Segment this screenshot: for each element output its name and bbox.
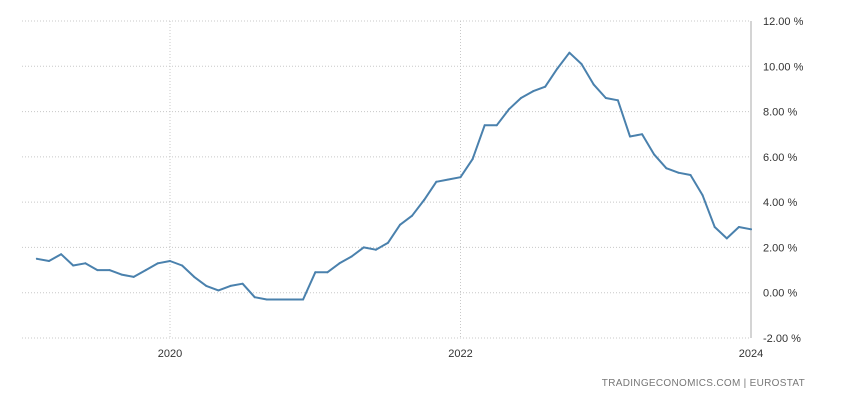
data-point xyxy=(302,298,305,301)
y-tick-label: 8.00 % xyxy=(763,107,797,119)
data-point xyxy=(253,296,256,299)
data-point xyxy=(48,260,50,262)
data-point xyxy=(495,124,498,127)
data-point xyxy=(241,282,244,285)
x-tick-label: 2024 xyxy=(739,348,763,360)
data-point xyxy=(544,85,547,88)
y-tick-label: -2.00 % xyxy=(763,333,801,345)
data-point xyxy=(532,90,535,93)
data-point xyxy=(217,289,220,292)
y-tick-labels: 12.00 % 10.00 % 8.00 % 6.00 % 4.00 % 2.00 % 0.… xyxy=(763,16,804,345)
data-point xyxy=(350,255,353,258)
data-point xyxy=(96,269,99,272)
source-label: TRADINGECONOMICS.COM | EUROSTAT xyxy=(601,378,805,389)
data-point xyxy=(205,284,208,287)
data-point xyxy=(435,180,438,183)
data-point xyxy=(277,298,280,301)
data-point xyxy=(108,269,111,272)
x-tick-label: 2022 xyxy=(448,348,472,360)
data-point xyxy=(568,51,571,54)
y-tick-label: 2.00 % xyxy=(763,242,797,254)
data-point xyxy=(132,275,135,278)
y-tick-label: 0.00 % xyxy=(763,288,797,300)
data-point xyxy=(750,228,752,231)
data-point xyxy=(374,248,377,251)
data-point xyxy=(459,176,462,179)
data-point xyxy=(507,108,510,111)
data-point xyxy=(265,298,268,301)
data-point xyxy=(120,273,123,276)
data-point xyxy=(580,63,583,65)
data-point xyxy=(60,253,63,256)
data-point xyxy=(616,99,619,102)
series-line xyxy=(35,51,752,301)
data-point xyxy=(713,226,716,228)
data-point xyxy=(399,223,401,226)
y-tick-label: 6.00 % xyxy=(763,152,797,164)
x-gridlines xyxy=(169,21,752,338)
data-point xyxy=(411,214,414,217)
data-point xyxy=(72,264,75,267)
data-point xyxy=(737,226,740,228)
data-point xyxy=(520,97,522,99)
data-point xyxy=(629,135,631,138)
data-point xyxy=(35,257,38,260)
y-tick-label: 12.00 % xyxy=(763,16,804,28)
data-point xyxy=(181,264,184,267)
data-point xyxy=(604,97,607,99)
data-point xyxy=(483,124,486,127)
data-point xyxy=(338,262,341,265)
data-point xyxy=(314,271,317,274)
data-point xyxy=(689,174,692,176)
y-gridlines xyxy=(22,20,751,339)
data-point xyxy=(665,167,668,170)
data-point xyxy=(471,158,474,161)
data-point xyxy=(641,133,644,136)
data-point xyxy=(229,284,232,287)
data-point xyxy=(84,262,87,265)
data-point xyxy=(144,269,147,272)
data-point xyxy=(701,194,704,197)
x-tick-label: 2020 xyxy=(158,348,182,360)
data-point xyxy=(326,271,329,274)
data-point xyxy=(193,275,196,278)
data-point xyxy=(290,298,292,301)
data-point xyxy=(362,246,365,249)
series-group xyxy=(35,51,752,301)
data-point xyxy=(592,83,595,86)
data-point xyxy=(556,67,559,70)
data-point xyxy=(423,198,426,201)
x-tick-labels: 2020 2022 2024 xyxy=(158,348,763,360)
data-point xyxy=(725,237,728,240)
data-point xyxy=(677,171,680,174)
y-tick-label: 4.00 % xyxy=(763,197,797,209)
data-point xyxy=(386,241,389,244)
data-point xyxy=(169,260,171,262)
y-tick-label: 10.00 % xyxy=(763,61,804,73)
data-point xyxy=(447,178,450,181)
data-point xyxy=(156,262,159,265)
data-point xyxy=(653,153,656,156)
